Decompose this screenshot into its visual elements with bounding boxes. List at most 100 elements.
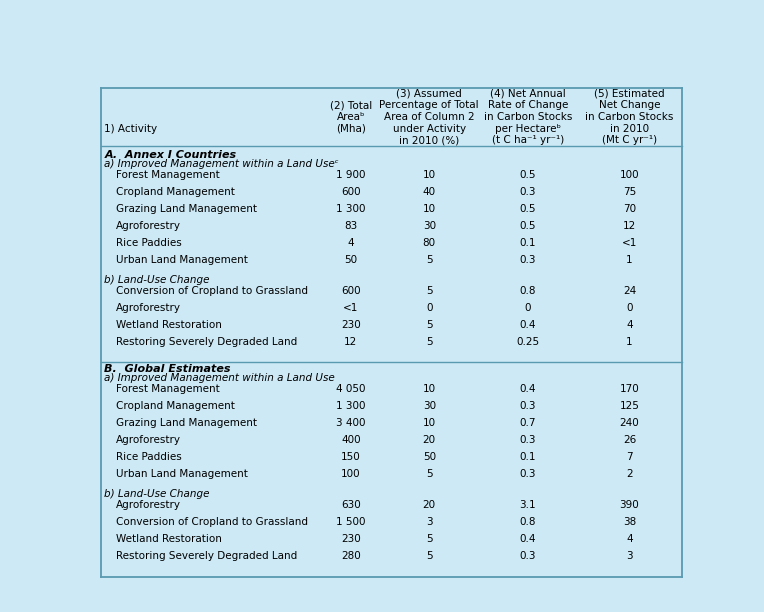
Text: Agroforestry: Agroforestry [116, 500, 181, 510]
Text: 20: 20 [422, 435, 435, 445]
Text: 40: 40 [422, 187, 435, 196]
Text: 24: 24 [623, 286, 636, 296]
Text: (2) Total
Areaᵇ
(Mha): (2) Total Areaᵇ (Mha) [330, 100, 372, 133]
Text: 1 900: 1 900 [336, 170, 366, 180]
Text: Rice Paddies: Rice Paddies [116, 452, 182, 462]
Text: 3.1: 3.1 [520, 500, 536, 510]
Text: 600: 600 [341, 286, 361, 296]
Text: 0.3: 0.3 [520, 435, 536, 445]
Text: 5: 5 [426, 320, 432, 330]
Text: 4: 4 [348, 237, 354, 248]
Text: 0.3: 0.3 [520, 187, 536, 196]
Text: 80: 80 [422, 237, 435, 248]
Text: Wetland Restoration: Wetland Restoration [116, 320, 222, 330]
Text: Urban Land Management: Urban Land Management [116, 255, 248, 264]
Text: Cropland Management: Cropland Management [116, 401, 235, 411]
Text: 38: 38 [623, 517, 636, 528]
Text: Restoring Severely Degraded Land: Restoring Severely Degraded Land [116, 337, 297, 347]
Text: 0.5: 0.5 [520, 204, 536, 214]
Text: 280: 280 [341, 551, 361, 561]
Text: 1 500: 1 500 [336, 517, 366, 528]
Text: 3: 3 [626, 551, 633, 561]
Text: b) Land-Use Change: b) Land-Use Change [105, 275, 210, 285]
Text: a) Improved Management within a Land Useᶜ: a) Improved Management within a Land Use… [105, 159, 339, 169]
Text: 150: 150 [341, 452, 361, 462]
Text: 0.1: 0.1 [520, 452, 536, 462]
Text: 170: 170 [620, 384, 639, 394]
Text: 230: 230 [341, 534, 361, 544]
Text: 5: 5 [426, 337, 432, 347]
Text: 20: 20 [422, 500, 435, 510]
Text: 0: 0 [626, 303, 633, 313]
Text: 1 300: 1 300 [336, 204, 366, 214]
Text: Grazing Land Management: Grazing Land Management [116, 204, 257, 214]
Text: A.  Annex I Countries: A. Annex I Countries [105, 149, 237, 160]
Text: 0.8: 0.8 [520, 286, 536, 296]
Text: 5: 5 [426, 469, 432, 479]
Text: Forest Management: Forest Management [116, 384, 220, 394]
Text: 30: 30 [422, 221, 435, 231]
Text: 0.4: 0.4 [520, 320, 536, 330]
Text: Cropland Management: Cropland Management [116, 187, 235, 196]
Text: 5: 5 [426, 286, 432, 296]
Text: 26: 26 [623, 435, 636, 445]
Text: 0.3: 0.3 [520, 469, 536, 479]
Text: 0.4: 0.4 [520, 384, 536, 394]
Text: 75: 75 [623, 187, 636, 196]
Text: B.  Global Estimates: B. Global Estimates [105, 364, 231, 374]
Text: Rice Paddies: Rice Paddies [116, 237, 182, 248]
Text: Conversion of Cropland to Grassland: Conversion of Cropland to Grassland [116, 286, 308, 296]
Text: 2: 2 [626, 469, 633, 479]
Text: 0.3: 0.3 [520, 401, 536, 411]
Text: 125: 125 [620, 401, 639, 411]
Text: Agroforestry: Agroforestry [116, 435, 181, 445]
Text: (3) Assumed
Percentage of Total
Area of Column 2
under Activity
in 2010 (%): (3) Assumed Percentage of Total Area of … [380, 89, 479, 145]
Text: b) Land-Use Change: b) Land-Use Change [105, 489, 210, 499]
Text: 0.1: 0.1 [520, 237, 536, 248]
Text: 1: 1 [626, 255, 633, 264]
Text: <1: <1 [343, 303, 358, 313]
Text: 0: 0 [525, 303, 531, 313]
Text: 0.5: 0.5 [520, 170, 536, 180]
Text: Grazing Land Management: Grazing Land Management [116, 418, 257, 428]
Text: 240: 240 [620, 418, 639, 428]
Text: 390: 390 [620, 500, 639, 510]
Text: 0.7: 0.7 [520, 418, 536, 428]
Text: a) Improved Management within a Land Use: a) Improved Management within a Land Use [105, 373, 335, 383]
Text: 50: 50 [422, 452, 435, 462]
Text: Conversion of Cropland to Grassland: Conversion of Cropland to Grassland [116, 517, 308, 528]
Text: 0.5: 0.5 [520, 221, 536, 231]
Text: 0.25: 0.25 [516, 337, 539, 347]
Text: 12: 12 [345, 337, 358, 347]
Text: Agroforestry: Agroforestry [116, 221, 181, 231]
Text: Urban Land Management: Urban Land Management [116, 469, 248, 479]
Text: 230: 230 [341, 320, 361, 330]
Text: 70: 70 [623, 204, 636, 214]
Text: 3: 3 [426, 517, 432, 528]
Text: 0.4: 0.4 [520, 534, 536, 544]
Text: 30: 30 [422, 401, 435, 411]
Text: 600: 600 [341, 187, 361, 196]
Text: 12: 12 [623, 221, 636, 231]
Text: Wetland Restoration: Wetland Restoration [116, 534, 222, 544]
Text: (5) Estimated
Net Change
in Carbon Stocks
in 2010
(Mt C yr⁻¹): (5) Estimated Net Change in Carbon Stock… [585, 89, 674, 145]
Text: 10: 10 [422, 204, 435, 214]
Text: <1: <1 [622, 237, 637, 248]
Text: 0.3: 0.3 [520, 551, 536, 561]
Text: 0: 0 [426, 303, 432, 313]
Text: Restoring Severely Degraded Land: Restoring Severely Degraded Land [116, 551, 297, 561]
Text: Agroforestry: Agroforestry [116, 303, 181, 313]
Text: 83: 83 [345, 221, 358, 231]
Text: 1) Activity: 1) Activity [105, 124, 157, 134]
Text: 10: 10 [422, 384, 435, 394]
Text: 400: 400 [341, 435, 361, 445]
Text: 0.3: 0.3 [520, 255, 536, 264]
Text: 1 300: 1 300 [336, 401, 366, 411]
Text: 10: 10 [422, 418, 435, 428]
Text: 5: 5 [426, 255, 432, 264]
Text: 5: 5 [426, 551, 432, 561]
Text: Forest Management: Forest Management [116, 170, 220, 180]
Text: 1: 1 [626, 337, 633, 347]
Text: 100: 100 [620, 170, 639, 180]
Text: 4: 4 [626, 320, 633, 330]
